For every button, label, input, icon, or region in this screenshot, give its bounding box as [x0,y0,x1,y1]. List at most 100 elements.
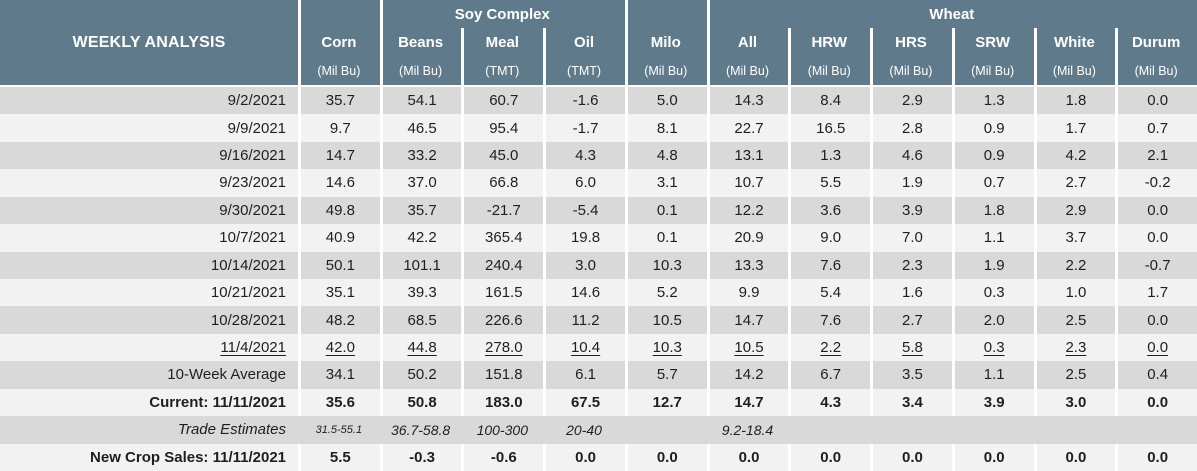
table-cell: 278.0 [461,333,543,362]
table-cell: 2.2 [1033,251,1116,279]
table-row-10-14-2021: 10/14/2021 50.1 101.1 240.4 3.0 10.3 13.3 7.6 2.… [0,251,1197,279]
table-cell: 3.1 [624,169,707,197]
table-cell: 66.8 [461,169,543,197]
table-cell: 34.1 [298,361,380,389]
table-cell: 2.7 [1033,169,1116,197]
column-header-meal: Meal [485,34,519,51]
table-cell: 1.6 [870,279,952,307]
column-unit-beans: (Mil Bu) [399,64,443,78]
row-label: 9/30/2021 [219,201,286,219]
row-label: 10/21/2021 [210,284,286,302]
table-cell: 14.2 [706,361,789,389]
table-cell: 0.0 [1033,443,1116,471]
table-cell: 10.4 [543,333,625,362]
row-label: 9/9/2021 [227,119,286,137]
table-cell: 13.1 [706,141,789,170]
column-separator [1115,28,1119,85]
row-label: 10/14/2021 [210,256,286,274]
table-cell: 0.9 [951,114,1034,142]
column-separator [1033,28,1037,85]
table-cell: 2.0 [951,306,1034,334]
table-cell: 240.4 [461,251,543,279]
column-header-all: All [737,34,758,51]
table-cell: 0.3 [951,279,1034,307]
table-cell: 14.7 [298,141,380,170]
table-cell: 8.1 [624,114,707,142]
table-cell: 9.2-18.4 [721,421,774,438]
table-cell: 33.2 [379,141,462,170]
table-cell: 9.9 [706,279,789,307]
table-cell: 2.9 [1033,196,1116,225]
table-cell: 31.5-55.1 [315,423,363,436]
table-cell: 14.6 [543,279,625,307]
table-cell: 5.2 [624,279,707,307]
column-header-milo: Milo [650,34,681,51]
table-cell: -0.3 [379,443,462,471]
table-cell: 5.0 [624,87,707,115]
table-cell [625,416,707,443]
table-cell: 37.0 [379,169,462,197]
table-cell: 54.1 [379,87,462,115]
column-separator [870,28,874,85]
table-cell: 183.0 [461,388,543,417]
table-cell: 3.6 [788,196,870,225]
column-separator [788,28,792,85]
table-cell: 0.0 [624,443,707,471]
table-cell: -1.7 [543,114,625,142]
table-cell: 0.0 [1115,443,1197,471]
table-cell [788,416,870,443]
table-cell: 6.0 [543,169,625,197]
table-row-9-16-2021: 9/16/2021 14.7 33.2 45.0 4.3 4.8 13.1 1.3 4.6 0.9… [0,141,1197,170]
table-cell: 0.4 [1115,361,1197,389]
row-label: 10-Week Average [167,366,286,384]
table-cell: 39.3 [379,279,462,307]
table-cell: 0.0 [1115,224,1197,252]
table-cell: 4.6 [870,141,952,170]
table-cell: 0.0 [870,443,952,471]
column-header-oil: Oil [574,34,595,51]
column-unit-white: (Mil Bu) [1052,64,1096,78]
table-cell: 0.0 [1115,306,1197,334]
table-cell [1034,416,1116,443]
table-cell: 42.0 [298,333,380,362]
table-cell: 0.0 [1115,388,1197,417]
row-label: 9/23/2021 [219,174,286,192]
table-cell: 226.6 [461,306,543,334]
table-cell: 36.7-58.8 [391,421,451,438]
table-cell: 35.7 [298,87,380,115]
table-cell: 11.2 [543,306,625,334]
table-cell: 100-300 [476,421,528,438]
table-cell: 6.1 [543,361,625,389]
table-cell: 0.0 [951,443,1034,471]
table-row-11-4-2021: 11/4/2021 42.0 44.8 278.0 10.4 10.3 10.5 2.2 5.8… [0,333,1197,362]
row-label: 11/4/2021 [220,339,286,357]
table-cell: 50.8 [379,388,462,417]
column-unit-meal: (TMT) [485,64,520,78]
table-cell: 16.5 [788,114,870,142]
table-cell: 2.2 [788,333,870,362]
table-cell: 0.0 [788,443,870,471]
table-cell: 10.3 [624,251,707,279]
column-unit-all: (Mil Bu) [725,64,770,78]
row-label: 10/7/2021 [219,229,286,247]
table-cell: 40.9 [298,224,380,252]
table-cell: 101.1 [379,251,462,279]
table-cell: 4.8 [624,141,707,170]
table-cell: 48.2 [298,306,380,334]
table-cell: 1.9 [870,169,952,197]
column-header-beans: Beans [398,34,444,51]
table-cell: 8.4 [788,87,870,115]
table-cell: 50.2 [379,361,462,389]
table-cell: 45.0 [461,141,543,170]
row-label: 9/16/2021 [219,147,286,165]
table-cell: 0.0 [543,443,625,471]
table-cell: 6.7 [788,361,870,389]
table-cell: 1.1 [951,361,1034,389]
table-row-new-crop-sales-11-11-2021: New Crop Sales: 11/11/2021 5.5 -0.3 -0.6 0.0… [0,443,1197,471]
table-cell: 1.8 [951,196,1034,225]
table-cell: 1.3 [788,141,870,170]
table-cell: 1.7 [1115,279,1197,307]
table-row-10-week-average: 10-Week Average 34.1 50.2 151.8 6.1 5.7 14.2 6.… [0,361,1197,389]
table-cell: 95.4 [461,114,543,142]
